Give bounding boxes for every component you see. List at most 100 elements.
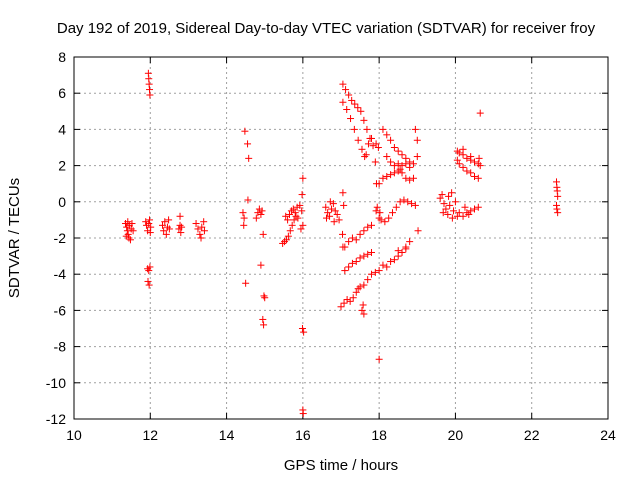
data-point bbox=[396, 198, 404, 206]
data-point bbox=[387, 158, 395, 166]
data-point bbox=[383, 263, 391, 271]
data-point bbox=[345, 263, 353, 271]
grid bbox=[74, 57, 608, 419]
data-point bbox=[260, 292, 268, 300]
data-point bbox=[459, 145, 467, 153]
data-point bbox=[467, 169, 475, 177]
data-point bbox=[453, 147, 461, 155]
data-point bbox=[475, 154, 483, 162]
data-point bbox=[474, 174, 482, 182]
data-point bbox=[379, 125, 387, 133]
data-point bbox=[463, 167, 471, 175]
data-point bbox=[467, 153, 475, 161]
data-point bbox=[291, 209, 299, 217]
data-point bbox=[252, 214, 260, 222]
data-point bbox=[369, 142, 377, 150]
data-point bbox=[356, 230, 364, 238]
data-point bbox=[335, 216, 343, 224]
data-point bbox=[455, 149, 463, 157]
data-point bbox=[340, 299, 348, 307]
y-tick-label: -8 bbox=[54, 339, 67, 355]
data-point bbox=[402, 245, 410, 253]
data-point bbox=[331, 207, 339, 215]
data-point bbox=[361, 153, 369, 161]
data-point bbox=[288, 221, 296, 229]
data-point bbox=[349, 294, 357, 302]
data-point bbox=[402, 160, 410, 168]
data-point bbox=[292, 212, 300, 220]
data-point bbox=[145, 267, 153, 275]
data-point bbox=[124, 218, 132, 226]
y-tick-label: -2 bbox=[54, 230, 67, 246]
data-point bbox=[339, 98, 347, 106]
data-point bbox=[286, 210, 294, 218]
data-point bbox=[339, 230, 347, 238]
data-point bbox=[374, 144, 382, 151]
data-point bbox=[127, 225, 135, 233]
data-point bbox=[398, 162, 406, 170]
data-point bbox=[343, 105, 351, 113]
data-point bbox=[298, 325, 306, 332]
data-point bbox=[146, 263, 154, 271]
data-point bbox=[261, 294, 269, 302]
data-point bbox=[358, 145, 366, 153]
data-point bbox=[198, 223, 206, 231]
data-point bbox=[436, 194, 444, 202]
data-point bbox=[439, 209, 447, 217]
data-point bbox=[554, 192, 562, 200]
data-point bbox=[146, 91, 154, 99]
data-point bbox=[286, 227, 294, 235]
data-point bbox=[388, 209, 396, 217]
x-tick-label: 18 bbox=[371, 427, 387, 443]
data-point bbox=[364, 140, 372, 148]
x-tick-label: 20 bbox=[448, 427, 464, 443]
data-point bbox=[406, 163, 414, 171]
data-point bbox=[394, 147, 402, 155]
data-point bbox=[358, 306, 366, 314]
data-point bbox=[364, 223, 372, 231]
data-point bbox=[297, 225, 305, 233]
data-point bbox=[409, 160, 417, 168]
data-point bbox=[476, 109, 484, 117]
data-point bbox=[364, 250, 372, 258]
data-point bbox=[200, 227, 208, 235]
data-point bbox=[394, 167, 402, 175]
data-point bbox=[471, 158, 478, 166]
data-point bbox=[322, 203, 330, 211]
chart-title: Day 192 of 2019, Sidereal Day-to-day VTE… bbox=[57, 20, 596, 37]
data-point bbox=[339, 243, 347, 251]
data-point bbox=[341, 267, 349, 275]
data-point bbox=[279, 239, 287, 247]
data-point bbox=[145, 220, 153, 228]
data-point bbox=[281, 238, 289, 246]
data-point bbox=[360, 252, 368, 260]
data-point bbox=[465, 210, 473, 218]
data-point bbox=[158, 221, 166, 229]
data-point bbox=[160, 227, 168, 235]
data-point bbox=[330, 218, 338, 226]
data-point bbox=[244, 196, 252, 204]
data-point bbox=[463, 154, 471, 162]
data-point bbox=[387, 171, 395, 179]
data-point bbox=[352, 288, 360, 296]
data-point bbox=[390, 162, 398, 170]
data-point bbox=[372, 207, 380, 215]
data-point bbox=[128, 220, 136, 228]
data-point bbox=[440, 200, 448, 208]
data-point bbox=[459, 163, 467, 171]
data-point bbox=[146, 229, 154, 237]
data-point bbox=[348, 234, 356, 242]
data-point bbox=[461, 203, 469, 211]
data-point bbox=[372, 140, 380, 148]
x-tick-label: 12 bbox=[142, 427, 158, 443]
data-point bbox=[368, 270, 376, 278]
data-point bbox=[474, 203, 482, 211]
data-point bbox=[404, 198, 412, 206]
data-point bbox=[474, 160, 482, 168]
data-point bbox=[375, 180, 383, 188]
data-point bbox=[343, 296, 351, 304]
data-point bbox=[396, 165, 404, 173]
data-point bbox=[455, 160, 463, 168]
data-point bbox=[398, 151, 406, 159]
data-point bbox=[463, 209, 471, 217]
